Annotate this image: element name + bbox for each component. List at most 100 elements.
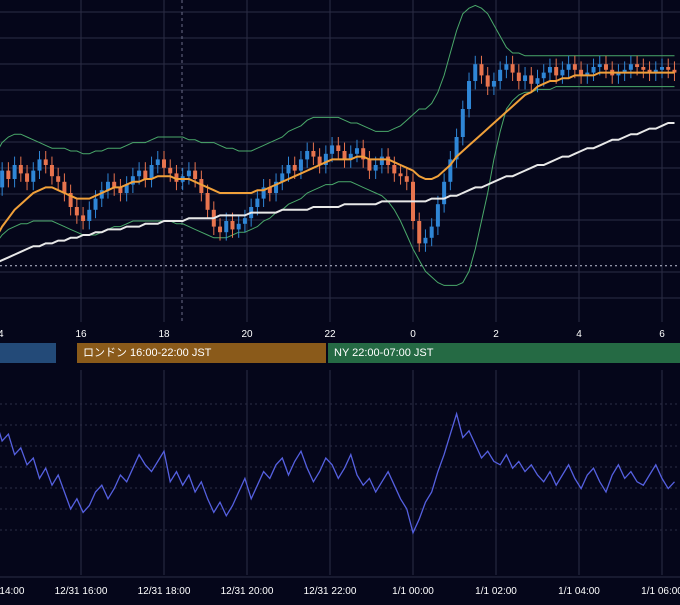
candle-body bbox=[112, 181, 117, 188]
candle-body bbox=[429, 226, 434, 238]
candle-body bbox=[535, 78, 540, 84]
main-x-tick-label: 20 bbox=[241, 329, 253, 340]
candle-body bbox=[174, 173, 179, 182]
candle-body bbox=[286, 165, 291, 174]
candle-body bbox=[628, 64, 633, 70]
candle-body bbox=[186, 170, 191, 177]
candle-body bbox=[448, 159, 453, 182]
candle-body bbox=[523, 75, 528, 81]
candle-body bbox=[647, 69, 652, 73]
oscillator-line bbox=[0, 411, 675, 535]
main-x-tick-label: 22 bbox=[324, 329, 336, 340]
candle-body bbox=[423, 237, 428, 244]
candle-body bbox=[616, 72, 621, 76]
candle-body bbox=[591, 67, 596, 73]
candle-body bbox=[454, 137, 459, 160]
candle-body bbox=[62, 181, 67, 193]
candle-body bbox=[311, 151, 316, 157]
candle-body bbox=[162, 159, 166, 168]
candle-body bbox=[168, 167, 173, 174]
candle-body bbox=[68, 193, 73, 207]
session-tokyo-label bbox=[0, 343, 56, 363]
candle-body bbox=[12, 165, 17, 179]
osc-x-tick-label: 12/31 20:00 bbox=[221, 586, 274, 597]
candle-body bbox=[572, 64, 577, 70]
candle-body bbox=[392, 165, 397, 174]
candle-body bbox=[504, 64, 509, 70]
candle-body bbox=[224, 221, 229, 233]
candle-body bbox=[305, 151, 310, 160]
candle-body bbox=[641, 67, 646, 70]
candle-body bbox=[342, 151, 347, 160]
candle-body bbox=[473, 64, 478, 81]
candle-body bbox=[442, 181, 447, 205]
candle-body bbox=[560, 69, 565, 76]
candle-body bbox=[354, 148, 359, 154]
candle-body bbox=[87, 209, 92, 221]
candle-body bbox=[435, 204, 440, 227]
session-tokyo-bar bbox=[0, 343, 56, 363]
candle-body bbox=[18, 165, 23, 174]
candle-body bbox=[0, 170, 5, 188]
candle-body bbox=[547, 67, 552, 73]
candle-body bbox=[118, 187, 123, 193]
candle-body bbox=[398, 173, 403, 177]
candle-body bbox=[205, 193, 210, 210]
candle-body bbox=[386, 156, 391, 165]
candle-body bbox=[498, 69, 503, 81]
candle-body bbox=[261, 187, 266, 199]
candle-body bbox=[149, 165, 154, 179]
candle-body bbox=[460, 109, 465, 137]
candle-body bbox=[585, 72, 590, 76]
osc-x-tick-label: 1/1 02:00 bbox=[475, 586, 517, 597]
session-ny-label: NY 22:00-07:00 JST bbox=[334, 347, 434, 359]
candle-body bbox=[105, 181, 110, 191]
candle-body bbox=[255, 198, 260, 207]
candle-body bbox=[485, 75, 490, 87]
candle-body bbox=[367, 159, 372, 171]
candle-body bbox=[323, 153, 328, 165]
osc-x-tick-label: 1/1 00:00 bbox=[392, 586, 434, 597]
main-x-tick-label: 2 bbox=[493, 329, 499, 340]
candle-body bbox=[361, 148, 366, 160]
candle-body bbox=[417, 221, 422, 244]
candle-body bbox=[93, 198, 98, 210]
candle-body bbox=[31, 170, 36, 182]
candle-body bbox=[242, 218, 247, 224]
candle-body bbox=[330, 145, 335, 154]
osc-x-tick-label: 12/31 22:00 bbox=[304, 586, 357, 597]
candle-body bbox=[230, 221, 235, 230]
candle-body bbox=[218, 226, 223, 233]
candle-body bbox=[622, 69, 627, 73]
candle-body bbox=[81, 215, 86, 221]
main-x-tick-label: 16 bbox=[75, 329, 87, 340]
candle-body bbox=[554, 67, 559, 76]
candle-body bbox=[298, 159, 303, 171]
candle-body bbox=[491, 81, 496, 87]
candle-body bbox=[193, 170, 198, 179]
candle-body bbox=[143, 170, 148, 179]
candle-body bbox=[379, 156, 384, 165]
candle-body bbox=[541, 72, 546, 79]
ma-fast-line bbox=[0, 71, 675, 233]
candle-body bbox=[373, 165, 378, 171]
candle-body bbox=[666, 67, 671, 70]
candle-body bbox=[43, 159, 48, 165]
candle-body bbox=[579, 69, 584, 76]
session-london-bar bbox=[77, 343, 326, 363]
candle-body bbox=[510, 64, 515, 73]
candle-body bbox=[317, 156, 322, 165]
candle-body bbox=[672, 69, 677, 73]
candle-body bbox=[137, 170, 142, 177]
osc-x-tick-label: 12/31 16:00 bbox=[55, 586, 108, 597]
candle-body bbox=[267, 187, 272, 193]
candle-body bbox=[660, 67, 664, 70]
candle-body bbox=[292, 165, 297, 171]
candle-body bbox=[56, 176, 61, 182]
main-x-tick-label: 0 bbox=[410, 329, 416, 340]
candle-body bbox=[653, 69, 658, 73]
candle-body bbox=[603, 64, 608, 70]
candle-body bbox=[516, 72, 521, 81]
